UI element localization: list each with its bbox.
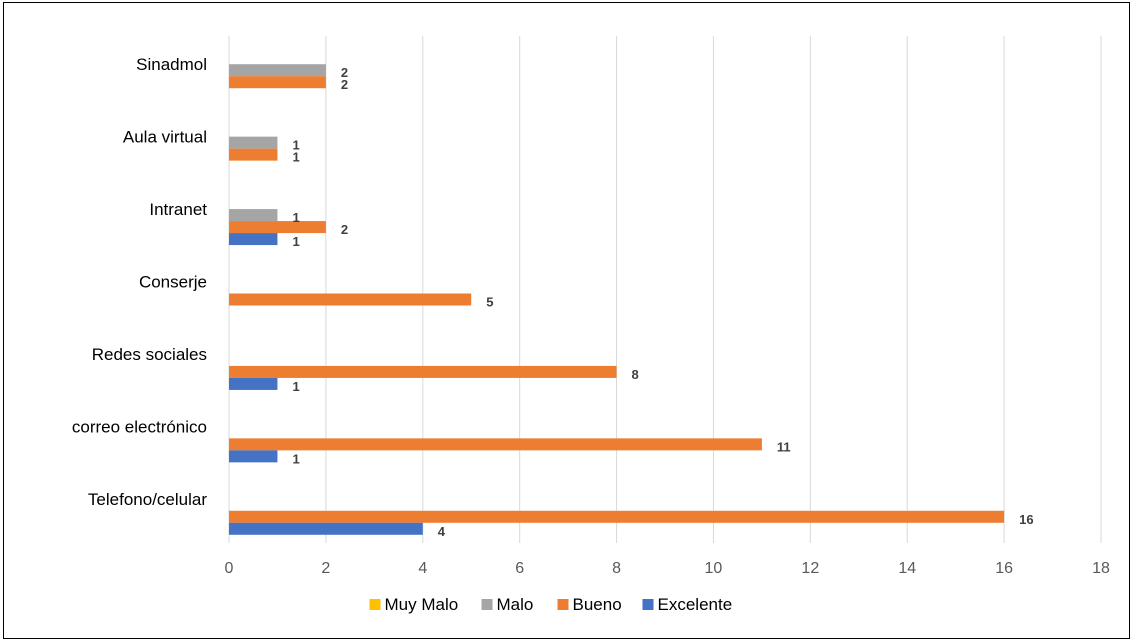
bar-malo-intranet [229,209,278,222]
data-label-bueno-conserje: 5 [486,295,493,310]
data-label-excelente-telefono-celular: 4 [438,524,446,539]
x-tick-label-12: 12 [801,560,819,577]
legend-label-malo: Malo [497,595,534,614]
legend-swatch-excelente [642,599,654,610]
bar-bueno-sinadmol [229,76,326,89]
category-label-correo-electronico: correo electrónico [72,417,207,436]
bar-excelente-correo-electronico [229,450,278,463]
category-label-sinadmol: Sinadmol [136,55,207,74]
x-tick-label-18: 18 [1092,560,1110,577]
data-label-excelente-redes-sociales: 1 [292,379,299,394]
bar-malo-aula-virtual [229,136,278,149]
data-label-bueno-aula-virtual: 1 [292,150,299,165]
legend-swatch-muy-malo [369,599,381,610]
bar-bueno-telefono-celular [229,510,1005,523]
legend-swatch-bueno [557,599,569,610]
bar-bueno-intranet [229,221,326,234]
data-label-excelente-intranet: 1 [292,234,299,249]
legend-label-bueno: Bueno [573,595,622,614]
category-label-conserje: Conserje [139,273,207,292]
bar-bueno-correo-electronico [229,438,762,451]
legend-label-excelente: Excelente [658,595,733,614]
category-label-telefono-celular: Telefono/celular [88,490,207,509]
data-label-bueno-telefono-celular: 16 [1019,512,1033,527]
data-label-bueno-intranet: 2 [341,222,348,237]
legend-swatch-malo [481,599,493,610]
bar-excelente-telefono-celular [229,522,423,535]
chart-frame: 16 4 11 1 8 1 5 1 2 1 1 1 2 2 Telefono/celular correo … [3,2,1130,639]
x-tick-labels: 0 2 4 6 8 10 12 14 16 18 [225,560,1110,577]
bar-malo-sinadmol [229,64,326,77]
category-label-redes-sociales: Redes sociales [92,345,207,364]
bar-excelente-redes-sociales [229,377,278,390]
legend-label-muy-malo: Muy Malo [385,595,459,614]
x-tick-label-0: 0 [225,560,234,577]
gridlines [228,36,1102,543]
x-tick-label-10: 10 [705,560,723,577]
data-label-malo-aula-virtual: 1 [292,138,299,153]
data-label-bueno-redes-sociales: 8 [632,367,639,382]
bars [229,64,1005,535]
category-label-aula-virtual: Aula virtual [123,128,207,147]
bar-bueno-conserje [229,293,472,306]
x-tick-label-2: 2 [321,560,330,577]
data-label-malo-sinadmol: 2 [341,65,348,80]
data-label-bueno-correo-electronico: 11 [777,439,791,454]
data-label-excelente-correo-electronico: 1 [292,451,299,466]
x-tick-label-14: 14 [898,560,916,577]
category-labels: Telefono/celular correo electrónico Redes … [72,55,207,509]
x-tick-label-6: 6 [515,560,524,577]
x-tick-label-4: 4 [418,560,427,577]
bar-excelente-intranet [229,233,278,246]
category-label-intranet: Intranet [149,200,207,219]
x-tick-label-16: 16 [995,560,1013,577]
data-label-bueno-sinadmol: 2 [341,77,348,92]
x-tick-label-8: 8 [612,560,621,577]
legend: Muy Malo Malo Bueno Excelente [369,595,733,614]
bar-bueno-redes-sociales [229,365,617,378]
bar-bueno-aula-virtual [229,148,278,161]
data-label-malo-intranet: 1 [292,210,299,225]
